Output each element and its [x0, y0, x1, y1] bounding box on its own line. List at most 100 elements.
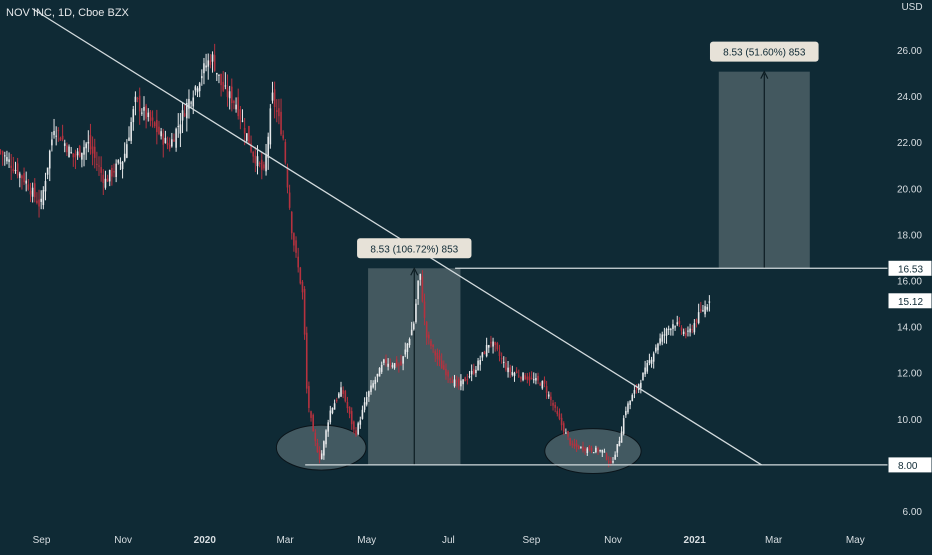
candle-body: [27, 184, 30, 190]
candle-body: [475, 369, 477, 374]
candle-body: [618, 440, 621, 447]
candle-body: [194, 86, 197, 91]
candle-body: [258, 162, 261, 164]
candle-body: [588, 445, 591, 451]
candle-body: [106, 178, 109, 182]
candle-body: [220, 73, 222, 86]
candle-body: [569, 438, 571, 445]
candle-body: [31, 187, 34, 197]
candle-body: [136, 98, 139, 100]
candle-body: [320, 453, 323, 460]
candle-body: [340, 387, 342, 397]
candle-body: [620, 431, 623, 443]
candle-body: [301, 281, 304, 293]
candle-body: [646, 363, 649, 372]
descending-trendline[interactable]: [31, 7, 762, 466]
candle-body: [642, 372, 644, 381]
candle-body: [295, 240, 297, 253]
candle-body: [98, 165, 100, 167]
candle-body: [36, 200, 38, 203]
candle-body: [286, 166, 289, 188]
candle-body: [224, 85, 227, 87]
y-tick-label: 10.00: [897, 415, 922, 426]
candle-body: [3, 155, 6, 157]
candle-body: [552, 402, 554, 406]
candle-body: [449, 378, 452, 380]
candle-body: [398, 364, 400, 366]
candle-body: [81, 152, 83, 160]
candle-body: [380, 364, 383, 372]
candle-body: [237, 97, 240, 117]
y-tick-label: 22.00: [897, 138, 922, 149]
bottom-ellipse-1[interactable]: [275, 424, 367, 471]
candle-body: [203, 63, 205, 74]
candle-body: [198, 83, 201, 92]
candle-body: [532, 379, 535, 381]
candle-body: [108, 170, 111, 182]
y-tick-label: 12.00: [897, 369, 922, 380]
candle-body: [633, 390, 636, 394]
candle-body: [494, 341, 497, 346]
candle-body: [149, 111, 152, 122]
candle-body: [93, 146, 96, 158]
candle-body: [539, 383, 541, 386]
candle-body: [188, 98, 190, 109]
candle-body: [655, 347, 657, 352]
price-axis[interactable]: USD 26.00 24.00 22.00 20.00 18.00 16.00 14.00 1…: [897, 2, 923, 518]
candle-body: [29, 190, 32, 195]
candle-body: [498, 351, 501, 357]
candle-body: [404, 349, 407, 355]
candle-body: [575, 443, 578, 447]
candle-body: [282, 135, 284, 139]
candle-body: [48, 150, 51, 169]
measure-arrowhead-1: [410, 266, 419, 276]
candle-body: [400, 361, 402, 366]
candle-body: [284, 142, 287, 163]
candle-body: [51, 139, 53, 146]
candle-body: [113, 170, 115, 173]
y-tick-label: 6.00: [903, 507, 923, 518]
candle-body: [243, 127, 246, 134]
candle-body: [290, 211, 293, 234]
candle-body: [228, 91, 231, 99]
candle-body: [164, 137, 167, 144]
candle-body: [269, 108, 272, 145]
candle-body: [186, 102, 188, 119]
candle-body: [245, 133, 248, 141]
candle-body: [201, 76, 203, 79]
candle-body: [408, 339, 411, 346]
candle-body: [181, 110, 184, 121]
candle-body: [479, 359, 482, 365]
price-tag-label: 16.53: [898, 264, 923, 275]
candle-body: [357, 423, 359, 435]
time-axis[interactable]: Sep Nov 2020 Mar May Jul Sep Nov 2021 Mar May: [33, 535, 865, 546]
x-tick-label: Sep: [33, 535, 51, 546]
ellipse-markers[interactable]: [275, 424, 642, 475]
candle-body: [410, 329, 413, 336]
candle-body: [614, 454, 616, 460]
candle-body: [213, 55, 216, 71]
candle-body: [485, 345, 488, 357]
x-tick-label: Mar: [765, 535, 783, 546]
candle-body: [663, 334, 666, 336]
candle-body: [567, 430, 569, 437]
candle-body: [267, 136, 269, 158]
measure-boxes[interactable]: [368, 70, 810, 465]
candle-body: [376, 373, 379, 377]
candle-body: [490, 342, 492, 344]
candle-body: [590, 447, 593, 452]
candle-body: [368, 391, 370, 397]
candle-body: [333, 403, 336, 410]
candle-body: [670, 329, 672, 331]
candle-body: [254, 155, 257, 164]
candle-body: [132, 109, 135, 123]
x-tick-label: Sep: [522, 535, 540, 546]
drawn-lines[interactable]: [31, 7, 888, 466]
candle-body: [428, 334, 430, 339]
candle-body: [59, 137, 62, 141]
candle-body: [168, 144, 171, 149]
candle-body: [325, 430, 327, 445]
candle-body: [528, 376, 531, 381]
bottom-ellipse-2[interactable]: [544, 428, 642, 475]
